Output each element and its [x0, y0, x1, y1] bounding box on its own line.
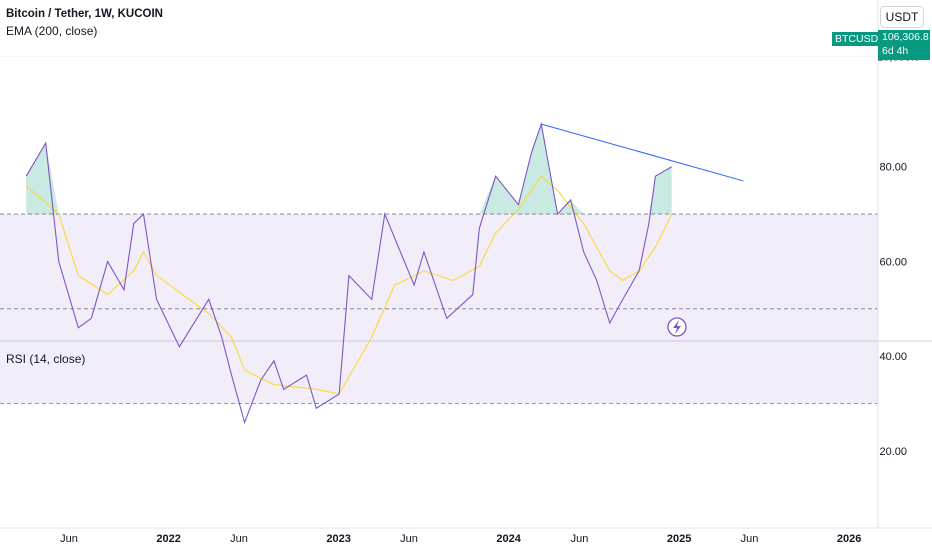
rsi-tick-label: 40.00: [879, 351, 907, 363]
time-tick-label: 2026: [837, 533, 861, 545]
last-price-badge: 106,306.8 6d 4h: [878, 30, 930, 60]
bar-countdown: 6d 4h: [882, 45, 909, 57]
rsi-tick-label: 80.00: [879, 162, 907, 174]
rsi-overbought-fill: [655, 166, 672, 215]
time-tick-label: Jun: [60, 533, 78, 545]
rsi-overbought-fill: [45, 143, 59, 215]
time-tick-label: 2024: [496, 533, 521, 545]
rsi-tick-label: 20.00: [879, 446, 907, 458]
time-tick-label: 2023: [326, 533, 350, 545]
rsi-tick-label: 60.00: [879, 256, 907, 268]
rsi-line: [25, 121, 672, 425]
rsi-ma-line: [25, 175, 673, 395]
time-tick-label: Jun: [400, 533, 418, 545]
rsi-overbought-fill: [26, 143, 46, 215]
lightning-icon[interactable]: [667, 317, 687, 337]
rsi-pane: [0, 121, 932, 425]
symbol-title[interactable]: Bitcoin / Tether, 1W, KUCOIN: [6, 8, 163, 20]
symbol-badge: BTCUSDT: [832, 32, 888, 46]
time-tick-label: 2022: [156, 533, 180, 545]
currency-button[interactable]: USDT: [880, 6, 924, 28]
last-price-value: 106,306.8: [882, 31, 929, 43]
rsi-overbought-fill: [495, 176, 519, 215]
price-grid: [0, 55, 878, 57]
time-tick-label: 2025: [667, 533, 691, 545]
rsi-trendline: [541, 123, 744, 182]
rsi-legend[interactable]: RSI (14, close): [6, 352, 86, 366]
time-tick-label: Jun: [741, 533, 759, 545]
rsi-overbought-fill: [518, 152, 532, 215]
ema-legend[interactable]: EMA (200, close): [6, 24, 98, 38]
time-tick-label: Jun: [571, 533, 589, 545]
time-tick-label: Jun: [230, 533, 248, 545]
rsi-overbought-fill: [479, 176, 496, 215]
rsi-band: [0, 214, 878, 404]
